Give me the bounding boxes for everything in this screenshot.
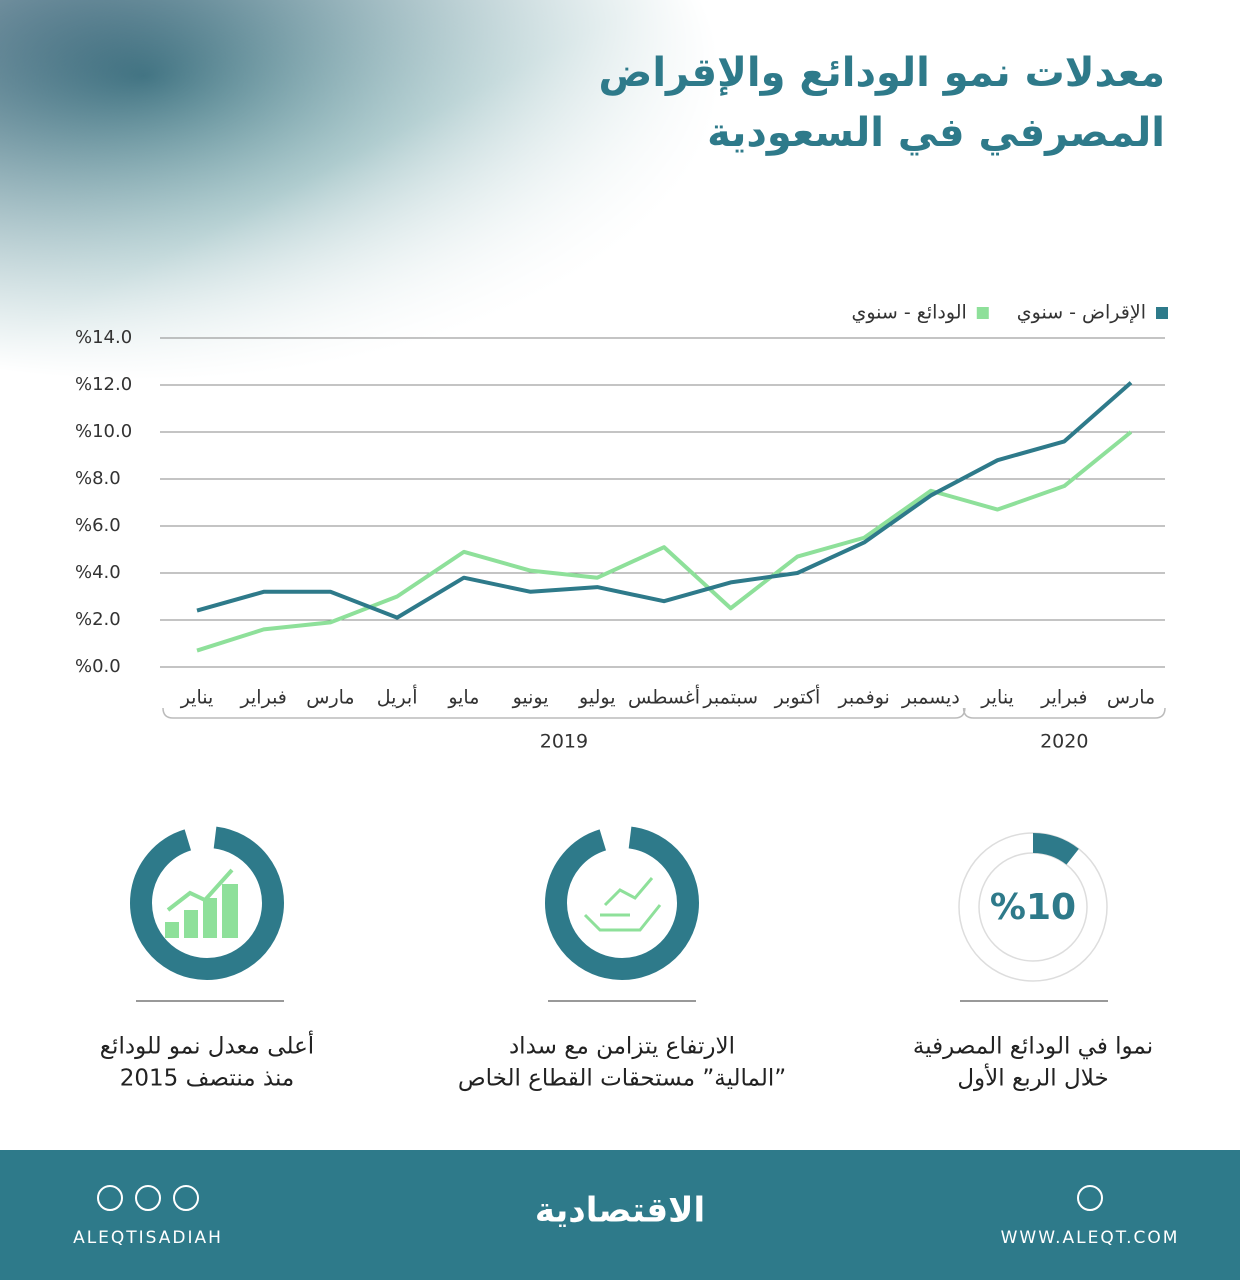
fact-text: الارتفاع يتزامن مع سداد	[509, 1034, 735, 1060]
fact-text: ”المالية” مستحقات القطاع الخاص	[458, 1066, 786, 1092]
x-tick-label: يونيو	[512, 687, 549, 709]
donut-value	[959, 833, 1107, 981]
y-tick-label: %0.0	[75, 656, 121, 677]
y-tick-label: %8.0	[75, 468, 121, 489]
x-tick-label: أكتوبر	[774, 685, 821, 709]
fact-text: خلال الربع الأول	[957, 1064, 1108, 1092]
series-line	[196, 430, 1133, 653]
title: المصرفي في السعودية	[707, 110, 1165, 156]
x-tick-label: ديسمبر	[901, 687, 960, 709]
fact-text: أعلى معدل نمو للودائع	[100, 1031, 314, 1060]
x-tick-label: مايو	[447, 687, 479, 709]
x-tick-label: سبتمبر	[702, 687, 758, 709]
x-tick-label: أبريل	[377, 685, 418, 709]
year-label: 2020	[1040, 731, 1088, 753]
year-bracket	[162, 707, 966, 719]
y-tick-label: %10.0	[75, 421, 132, 442]
hand-icon	[583, 877, 662, 932]
fact-text: منذ منتصف 2015	[120, 1066, 294, 1092]
bars-icon	[165, 868, 238, 938]
x-tick-label: نوفمبر	[837, 687, 889, 709]
legend-swatch	[1156, 307, 1168, 319]
year-bracket	[962, 707, 1166, 719]
x-tick-label: فبراير	[1040, 687, 1087, 709]
x-tick-label: يناير	[980, 687, 1014, 709]
series-line	[196, 381, 1133, 620]
x-tick-label: يناير	[180, 687, 214, 709]
legend-label: الإقراض - سنوي	[1017, 302, 1146, 324]
footer-handle: ALEQTISADIAH	[73, 1228, 223, 1248]
year-label: 2019	[540, 731, 588, 753]
legend-swatch	[976, 307, 989, 319]
x-tick-label: يوليو	[578, 687, 615, 709]
fact-text: نموا في الودائع المصرفية	[913, 1034, 1153, 1060]
y-tick-label: %4.0	[75, 562, 121, 583]
x-tick-label: مارس	[1107, 687, 1155, 709]
y-tick-label: %6.0	[75, 515, 121, 536]
x-tick-label: أغسطس	[628, 685, 700, 709]
logo: الاقتصادية	[535, 1191, 705, 1231]
social-icons	[97, 1185, 1103, 1211]
donut-label: %10	[990, 887, 1076, 928]
donut-icon	[545, 826, 699, 980]
footer-bar	[0, 1150, 1240, 1280]
x-tick-label: فبراير	[240, 687, 287, 709]
title: معدلات نمو الودائع والإقراض	[599, 50, 1165, 96]
header-photo-fade	[0, 0, 720, 380]
x-tick-label: مارس	[306, 687, 354, 709]
legend-label: الودائع - سنوي	[851, 302, 966, 324]
y-tick-label: %14.0	[75, 327, 132, 348]
y-tick-label: %12.0	[75, 374, 132, 395]
footer-url: WWW.ALEQT.COM	[1001, 1228, 1180, 1248]
y-tick-label: %2.0	[75, 609, 121, 630]
donut-icon	[130, 826, 284, 980]
